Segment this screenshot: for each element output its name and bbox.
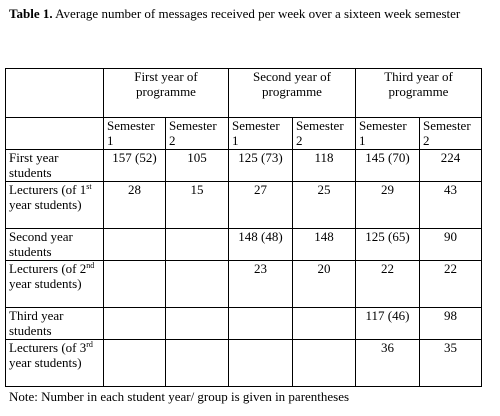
table-cell [165, 307, 229, 340]
row-label: Second year students [5, 228, 104, 261]
table-cell: 29 [355, 181, 420, 229]
table-cell: 20 [292, 260, 356, 308]
row-label: Lecturers (of 2nd year students) [5, 260, 104, 308]
table-cell: 117 (46) [355, 307, 420, 340]
table-cell: 118 [292, 149, 356, 182]
table-cell [228, 307, 293, 340]
table-cell: 105 [165, 149, 229, 182]
table-cell [292, 307, 356, 340]
table-cell [292, 339, 356, 387]
table-row: Third year students 117 (46) 98 [5, 307, 482, 340]
row-label: Lecturers (of 3rd year students) [5, 339, 104, 387]
semester-header: Semester 1 [355, 117, 420, 150]
table-cell [228, 339, 293, 387]
table-cell: 15 [165, 181, 229, 229]
semester-header: Semester 1 [103, 117, 166, 150]
table-row: Lecturers (of 2nd year students) 23 20 2… [5, 260, 482, 308]
table-row: Lecturers (of 3rd year students) 36 35 [5, 339, 482, 387]
table-row: First year students 157 (52) 105 125 (73… [5, 149, 482, 182]
table-cell: 90 [419, 228, 482, 261]
table-cell: 125 (73) [228, 149, 293, 182]
row-label: Lecturers (of 1st year students) [5, 181, 104, 229]
semester-header: Semester 1 [228, 117, 293, 150]
table-cell: 145 (70) [355, 149, 420, 182]
table-cell: 27 [228, 181, 293, 229]
table-cell [103, 307, 166, 340]
table-cell: 36 [355, 339, 420, 387]
table-cell: 23 [228, 260, 293, 308]
table-cell [103, 260, 166, 308]
table-cell: 28 [103, 181, 166, 229]
table-cell: 22 [355, 260, 420, 308]
table-cell [103, 228, 166, 261]
semester-header-row: Semester 1 Semester 2 Semester 1 Semeste… [5, 117, 482, 150]
table-cell: 43 [419, 181, 482, 229]
row-label: Third year students [5, 307, 104, 340]
caption-label: Table 1. [9, 6, 53, 21]
table-note: Note: Number in each student year/ group… [9, 389, 350, 404]
caption-text: Average number of messages received per … [52, 6, 461, 21]
table-row: Lecturers (of 1st year students) 28 15 2… [5, 181, 482, 229]
corner-cell [5, 68, 104, 118]
table-cell [103, 339, 166, 387]
semester-header: Semester 2 [165, 117, 229, 150]
table-cell [165, 228, 229, 261]
year-header-third: Third year of programme [355, 68, 482, 118]
year-header-second: Second year of programme [228, 68, 356, 118]
corner-cell-2 [5, 117, 104, 150]
year-header-first: First year of programme [103, 68, 229, 118]
messages-table: First year of programme Second year of p… [5, 68, 482, 387]
table-cell: 224 [419, 149, 482, 182]
table-cell: 35 [419, 339, 482, 387]
semester-header: Semester 2 [292, 117, 356, 150]
row-label: First year students [5, 149, 104, 182]
table-row: Second year students 148 (48) 148 125 (6… [5, 228, 482, 261]
table-cell: 148 (48) [228, 228, 293, 261]
table-cell [165, 260, 229, 308]
table-cell: 148 [292, 228, 356, 261]
table-cell: 25 [292, 181, 356, 229]
table-cell: 157 (52) [103, 149, 166, 182]
table-cell: 125 (65) [355, 228, 420, 261]
semester-header: Semester 2 [419, 117, 482, 150]
year-header-row: First year of programme Second year of p… [5, 68, 482, 118]
table-cell [165, 339, 229, 387]
table-cell: 22 [419, 260, 482, 308]
table-caption: Table 1. Average number of messages rece… [9, 6, 489, 22]
table-cell: 98 [419, 307, 482, 340]
